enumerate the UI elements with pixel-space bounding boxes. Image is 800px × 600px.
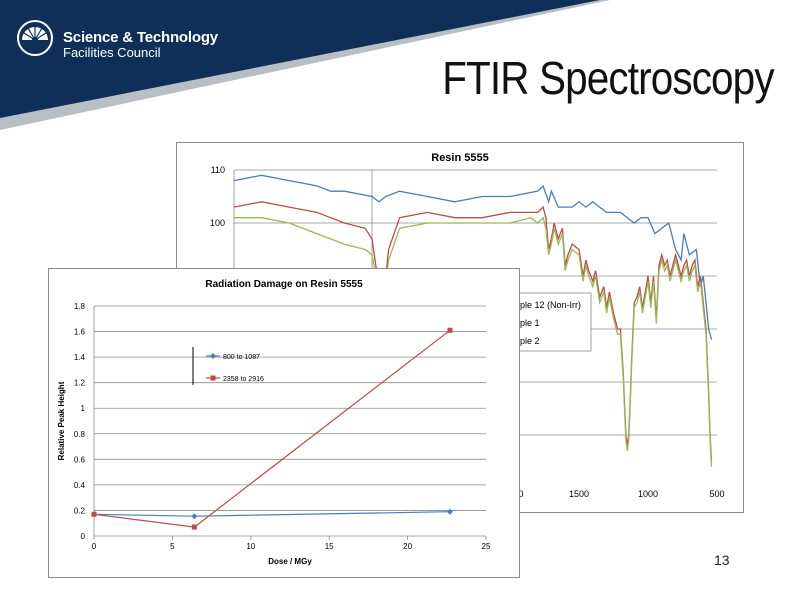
damage-series-line-2 (93, 329, 451, 528)
legend-swatch-marker (210, 353, 216, 359)
y-tick-label: 0.6 (74, 455, 86, 464)
x-axis-label: Dose / MGy (268, 557, 312, 566)
y-tick-label: 0 (81, 532, 86, 541)
header-banner (0, 0, 610, 130)
y-tick-label: 110 (211, 165, 225, 175)
x-tick-label: 15 (325, 542, 334, 551)
x-tick-label: 10 (246, 542, 255, 551)
y-tick-label: 100 (210, 218, 225, 228)
y-tick-label: 1 (81, 404, 86, 413)
y-tick-label: 0.2 (74, 506, 86, 515)
legend-swatch-marker (210, 375, 216, 381)
y-axis-label: Relative Peak Height (57, 381, 66, 460)
header-navy-band (0, 0, 600, 118)
org-name-line1: Science & Technology (63, 29, 218, 46)
legend-entry: ple 1 (520, 318, 540, 328)
data-point-marker (91, 511, 97, 517)
x-tick-label: 500 (709, 489, 724, 499)
y-tick-label: 1.6 (74, 328, 86, 337)
x-tick-label: 25 (482, 542, 491, 551)
org-name-line2: Facilities Council (63, 45, 161, 60)
chart-title: Radiation Damage on Resin 5555 (205, 279, 363, 290)
legend-entry: ple 2 (520, 336, 540, 346)
spectrum-series-2 (233, 201, 713, 462)
y-tick-label: 0.8 (74, 430, 86, 439)
damage-series-line-1 (93, 511, 450, 517)
data-point-marker (191, 524, 197, 530)
slide-title: FTIR Spectroscopy (442, 52, 775, 104)
x-tick-label: 0 (92, 542, 97, 551)
legend-entry: 2358 to 2916 (223, 376, 264, 383)
x-tick-label: 1500 (569, 489, 589, 499)
y-tick-label: 1.2 (74, 379, 86, 388)
data-point-marker (446, 508, 453, 515)
spectrum-series-3 (234, 216, 713, 467)
chart-title: Resin 5555 (431, 152, 488, 164)
x-tick-label-partial: 0 (518, 489, 523, 499)
y-tick-label: 0.4 (74, 481, 86, 490)
legend-entry: 800 to 1087 (223, 354, 260, 361)
data-point-marker (447, 327, 453, 333)
x-tick-label: 1000 (638, 489, 658, 499)
legend-entry: ple 12 (Non-Irr) (520, 300, 581, 310)
radiation-damage-svg: Radiation Damage on Resin 5555 0 0.2 0.4 0.6… (57, 279, 491, 566)
radiation-damage-chart: Radiation Damage on Resin 5555 0 0.2 0.4 0.6… (48, 268, 520, 578)
y-tick-label: 1.8 (74, 302, 86, 311)
spectrum-series-1 (233, 174, 713, 340)
x-tick-label: 5 (170, 542, 175, 551)
y-tick-label: 1.4 (74, 353, 86, 362)
x-tick-label: 20 (403, 542, 412, 551)
page-number: 13 (714, 552, 730, 568)
data-point-marker (191, 513, 198, 520)
stfc-logo-icon (17, 20, 53, 56)
